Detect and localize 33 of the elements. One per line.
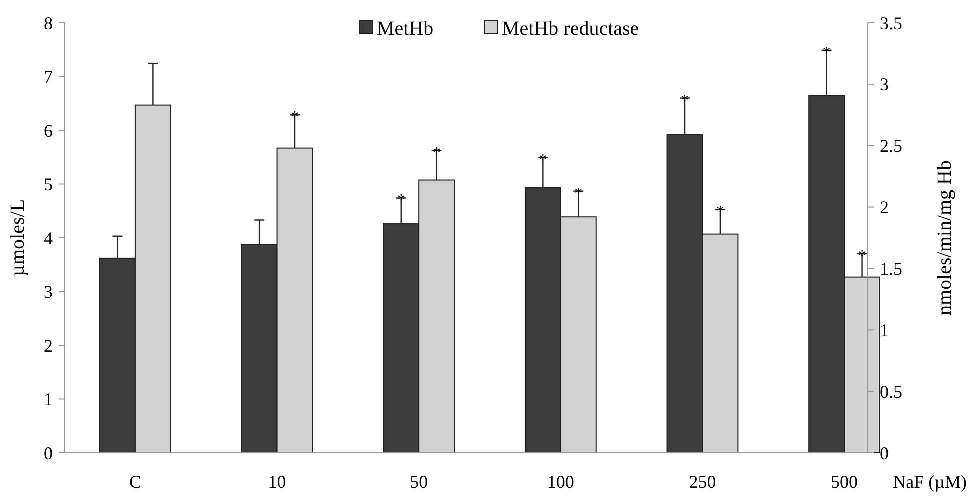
y-tick-label: 7 [44, 67, 53, 88]
y2-tick-label: 2 [880, 198, 889, 218]
y-tick-label: 6 [44, 120, 53, 141]
y2-tick-label: 2.5 [880, 136, 902, 156]
y-tick-label: 2 [44, 336, 53, 356]
y-tick-label: 1 [44, 390, 53, 410]
y-tick-label: 5 [44, 174, 53, 195]
x-tick-label: 10 [268, 472, 286, 492]
data-label: * [397, 192, 406, 210]
x-tick-label: 50 [410, 472, 428, 492]
legend-label: MetHb [377, 18, 434, 40]
y2-tick-label: 1 [880, 320, 889, 340]
x-axis-title: NaF (µM) [893, 472, 967, 492]
y-tick-label: 4 [44, 228, 53, 248]
data-label: * [716, 204, 724, 221]
data-label: * [681, 92, 689, 110]
y-axis-title: µmoles/L [7, 199, 29, 277]
y2-tick-label: 3.5 [880, 13, 902, 34]
x-tick-label: C [129, 472, 142, 492]
y2-tick-label: 0.5 [880, 382, 902, 402]
x-tick-label: 250 [689, 472, 716, 492]
y2-tick-label: 0 [880, 443, 889, 464]
y2-tick-label: 3 [880, 74, 889, 95]
x-tick-label: 500 [831, 472, 858, 492]
y-tick-label: 8 [44, 13, 53, 34]
data-label: * [574, 185, 583, 202]
y-tick-label: 0 [44, 443, 53, 464]
data-label: * [432, 144, 441, 162]
x-tick-label: 100 [547, 472, 574, 492]
legend-label: MetHb reductase [502, 18, 640, 40]
y-tick-label: 3 [44, 282, 53, 302]
y2-tick-label: 1.5 [880, 259, 902, 280]
y2-axis-title: nmoles/min/mg Hb [934, 160, 956, 316]
